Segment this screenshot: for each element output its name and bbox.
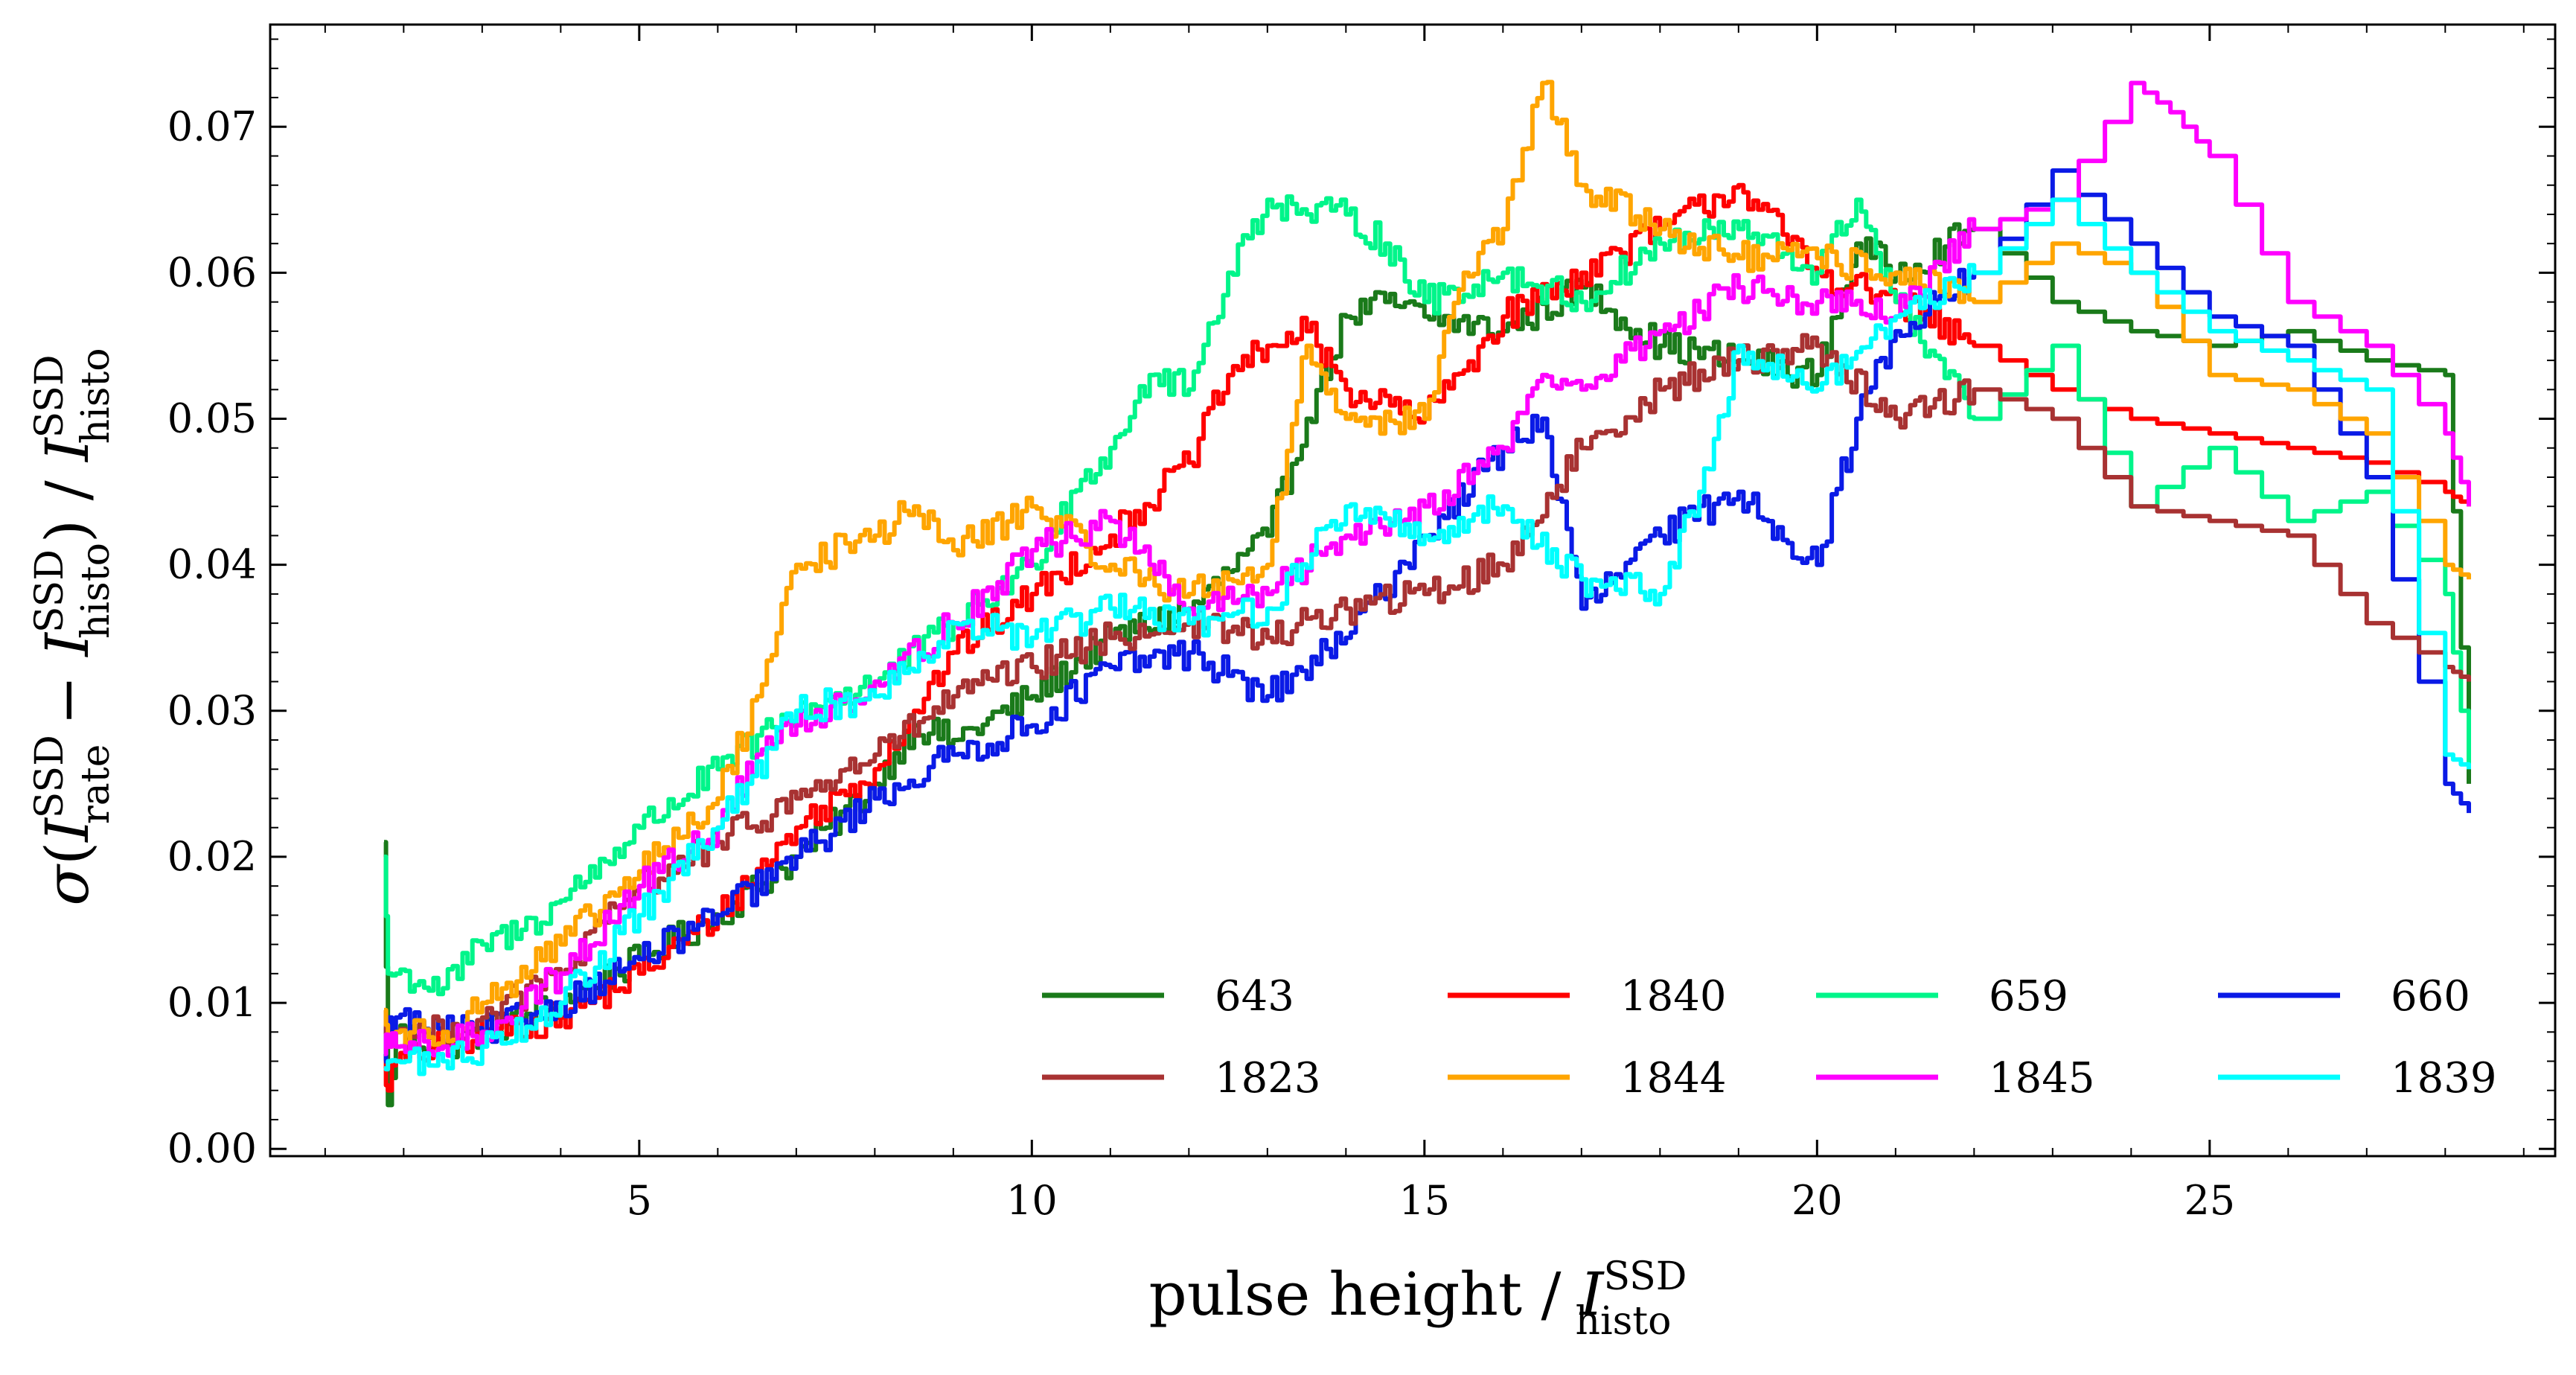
series-line-1844 — [383, 80, 2471, 1049]
y-axis-title-superscript-c: SSD — [28, 354, 72, 438]
y-tick-label: 0.04 — [167, 541, 257, 588]
x-axis-title-symbol: I — [1579, 1260, 1605, 1329]
y-axis-title-symbol-c: I — [33, 437, 102, 463]
legend-label-1844: 1844 — [1620, 1054, 1727, 1103]
y-tick-label: 0.05 — [167, 395, 257, 442]
x-axis-title: pulse height / ISSD histo — [1149, 1254, 1687, 1344]
series-line-1840 — [383, 182, 2471, 1093]
x-axis-title-text: pulse height — [1149, 1260, 1522, 1329]
y-axis-title: σ(ISSDrate − ISSDhisto) / ISSDhisto — [28, 348, 118, 905]
y-tick-label: 0.03 — [167, 687, 257, 734]
legend: 643 1840 659 660 1823 1844 1845 1839 — [1042, 972, 2497, 1103]
legend-label-1839: 1839 — [2391, 1054, 2497, 1103]
series-line-1839 — [383, 197, 2471, 1076]
x-axis-title-superscript: SSD — [1603, 1254, 1687, 1299]
x-tick-label: 20 — [1792, 1177, 1843, 1224]
y-axis-title-minus: − — [33, 675, 102, 725]
y-axis-title-subscript-c: histo — [74, 348, 118, 444]
series-line-660 — [383, 168, 2471, 1064]
y-axis-title-symbol-a: I — [33, 817, 102, 843]
y-axis-title-separator: / — [33, 480, 102, 500]
y-tick-label: 0.02 — [167, 833, 257, 880]
ticks-layer: 5 10 15 20 25 0.00 0.01 0.02 0.03 0.04 0.05 0.06 0.0… — [167, 25, 2555, 1224]
legend-label-1845: 1845 — [1989, 1054, 2095, 1103]
x-tick-label: 5 — [627, 1177, 652, 1224]
y-tick-label: 0.06 — [167, 249, 257, 296]
legend-label-659: 659 — [1989, 972, 2068, 1021]
x-axis-title-separator: / — [1541, 1260, 1561, 1329]
y-axis-title-sigma: σ — [33, 864, 102, 906]
x-axis-title-subscript: histo — [1575, 1299, 1671, 1344]
plot-frame — [269, 23, 2557, 1158]
legend-label-1840: 1840 — [1620, 972, 1727, 1021]
y-axis-title-subscript-b: histo — [74, 543, 118, 639]
y-tick-label: 0.00 — [167, 1125, 257, 1172]
legend-label-660: 660 — [2391, 972, 2470, 1021]
x-tick-label: 15 — [1399, 1177, 1450, 1224]
y-axis-title-superscript-b: SSD — [28, 549, 72, 633]
series-line-1823 — [383, 333, 2471, 1050]
legend-label-1823: 1823 — [1215, 1054, 1321, 1103]
y-tick-label: 0.01 — [167, 979, 257, 1026]
y-axis-title-symbol-b: I — [33, 632, 102, 658]
y-tick-label: 0.07 — [167, 103, 257, 150]
x-tick-label: 10 — [1006, 1177, 1058, 1224]
y-axis-title-subscript-a: rate — [74, 744, 118, 825]
series-layer — [383, 80, 2471, 1108]
series-line-659 — [383, 194, 2471, 997]
x-tick-label: 25 — [2184, 1177, 2235, 1224]
y-axis-title-superscript-a: SSD — [28, 735, 72, 818]
series-line-1845 — [383, 80, 2471, 1058]
legend-label-643: 643 — [1215, 972, 1294, 1021]
